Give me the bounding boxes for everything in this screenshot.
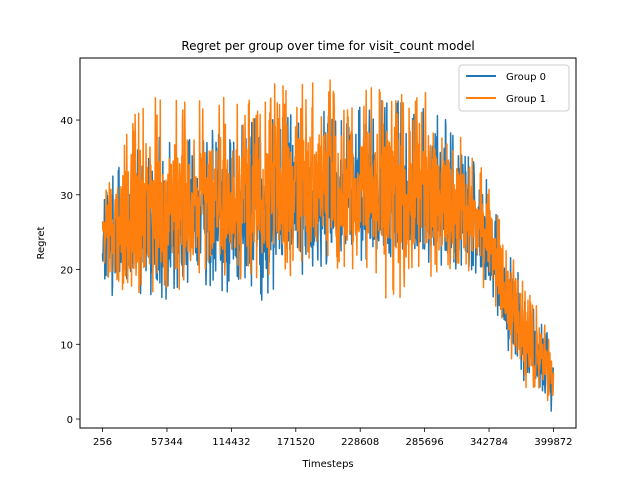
x-tick-label-4: 228608 — [341, 437, 379, 448]
plot-frame — [79, 57, 577, 429]
x-tick-label-3: 171520 — [277, 437, 315, 448]
y-tick-label-0: 0 — [67, 415, 73, 426]
series-line-group-1 — [101, 79, 555, 402]
x-axis-label: Timesteps — [301, 459, 353, 470]
y-tick-label-4: 40 — [60, 116, 73, 127]
x-tick-label-0: 256 — [93, 437, 112, 448]
legend: Group 0 Group 1 — [458, 64, 570, 112]
y-tick-label-3: 30 — [60, 191, 73, 202]
legend-label-group-1: Group 1 — [506, 94, 546, 105]
x-tick-label-1: 57344 — [151, 437, 183, 448]
y-tick-label-2: 20 — [60, 266, 73, 277]
chart-title: Regret per group over time for visit_cou… — [181, 39, 474, 53]
y-tick-label-1: 10 — [60, 340, 73, 351]
y-axis-ticks: 0 10 20 30 40 — [60, 116, 80, 426]
x-tick-label-6: 342784 — [470, 437, 508, 448]
series-layer — [101, 79, 555, 412]
x-tick-label-7: 399872 — [534, 437, 572, 448]
x-axis-ticks: 256 57344 114432 171520 228608 285696 342784 39… — [93, 428, 573, 448]
x-tick-label-5: 285696 — [406, 437, 444, 448]
x-tick-label-2: 114432 — [212, 437, 250, 448]
legend-label-group-0: Group 0 — [506, 72, 546, 83]
y-axis-label: Regret — [36, 226, 47, 259]
